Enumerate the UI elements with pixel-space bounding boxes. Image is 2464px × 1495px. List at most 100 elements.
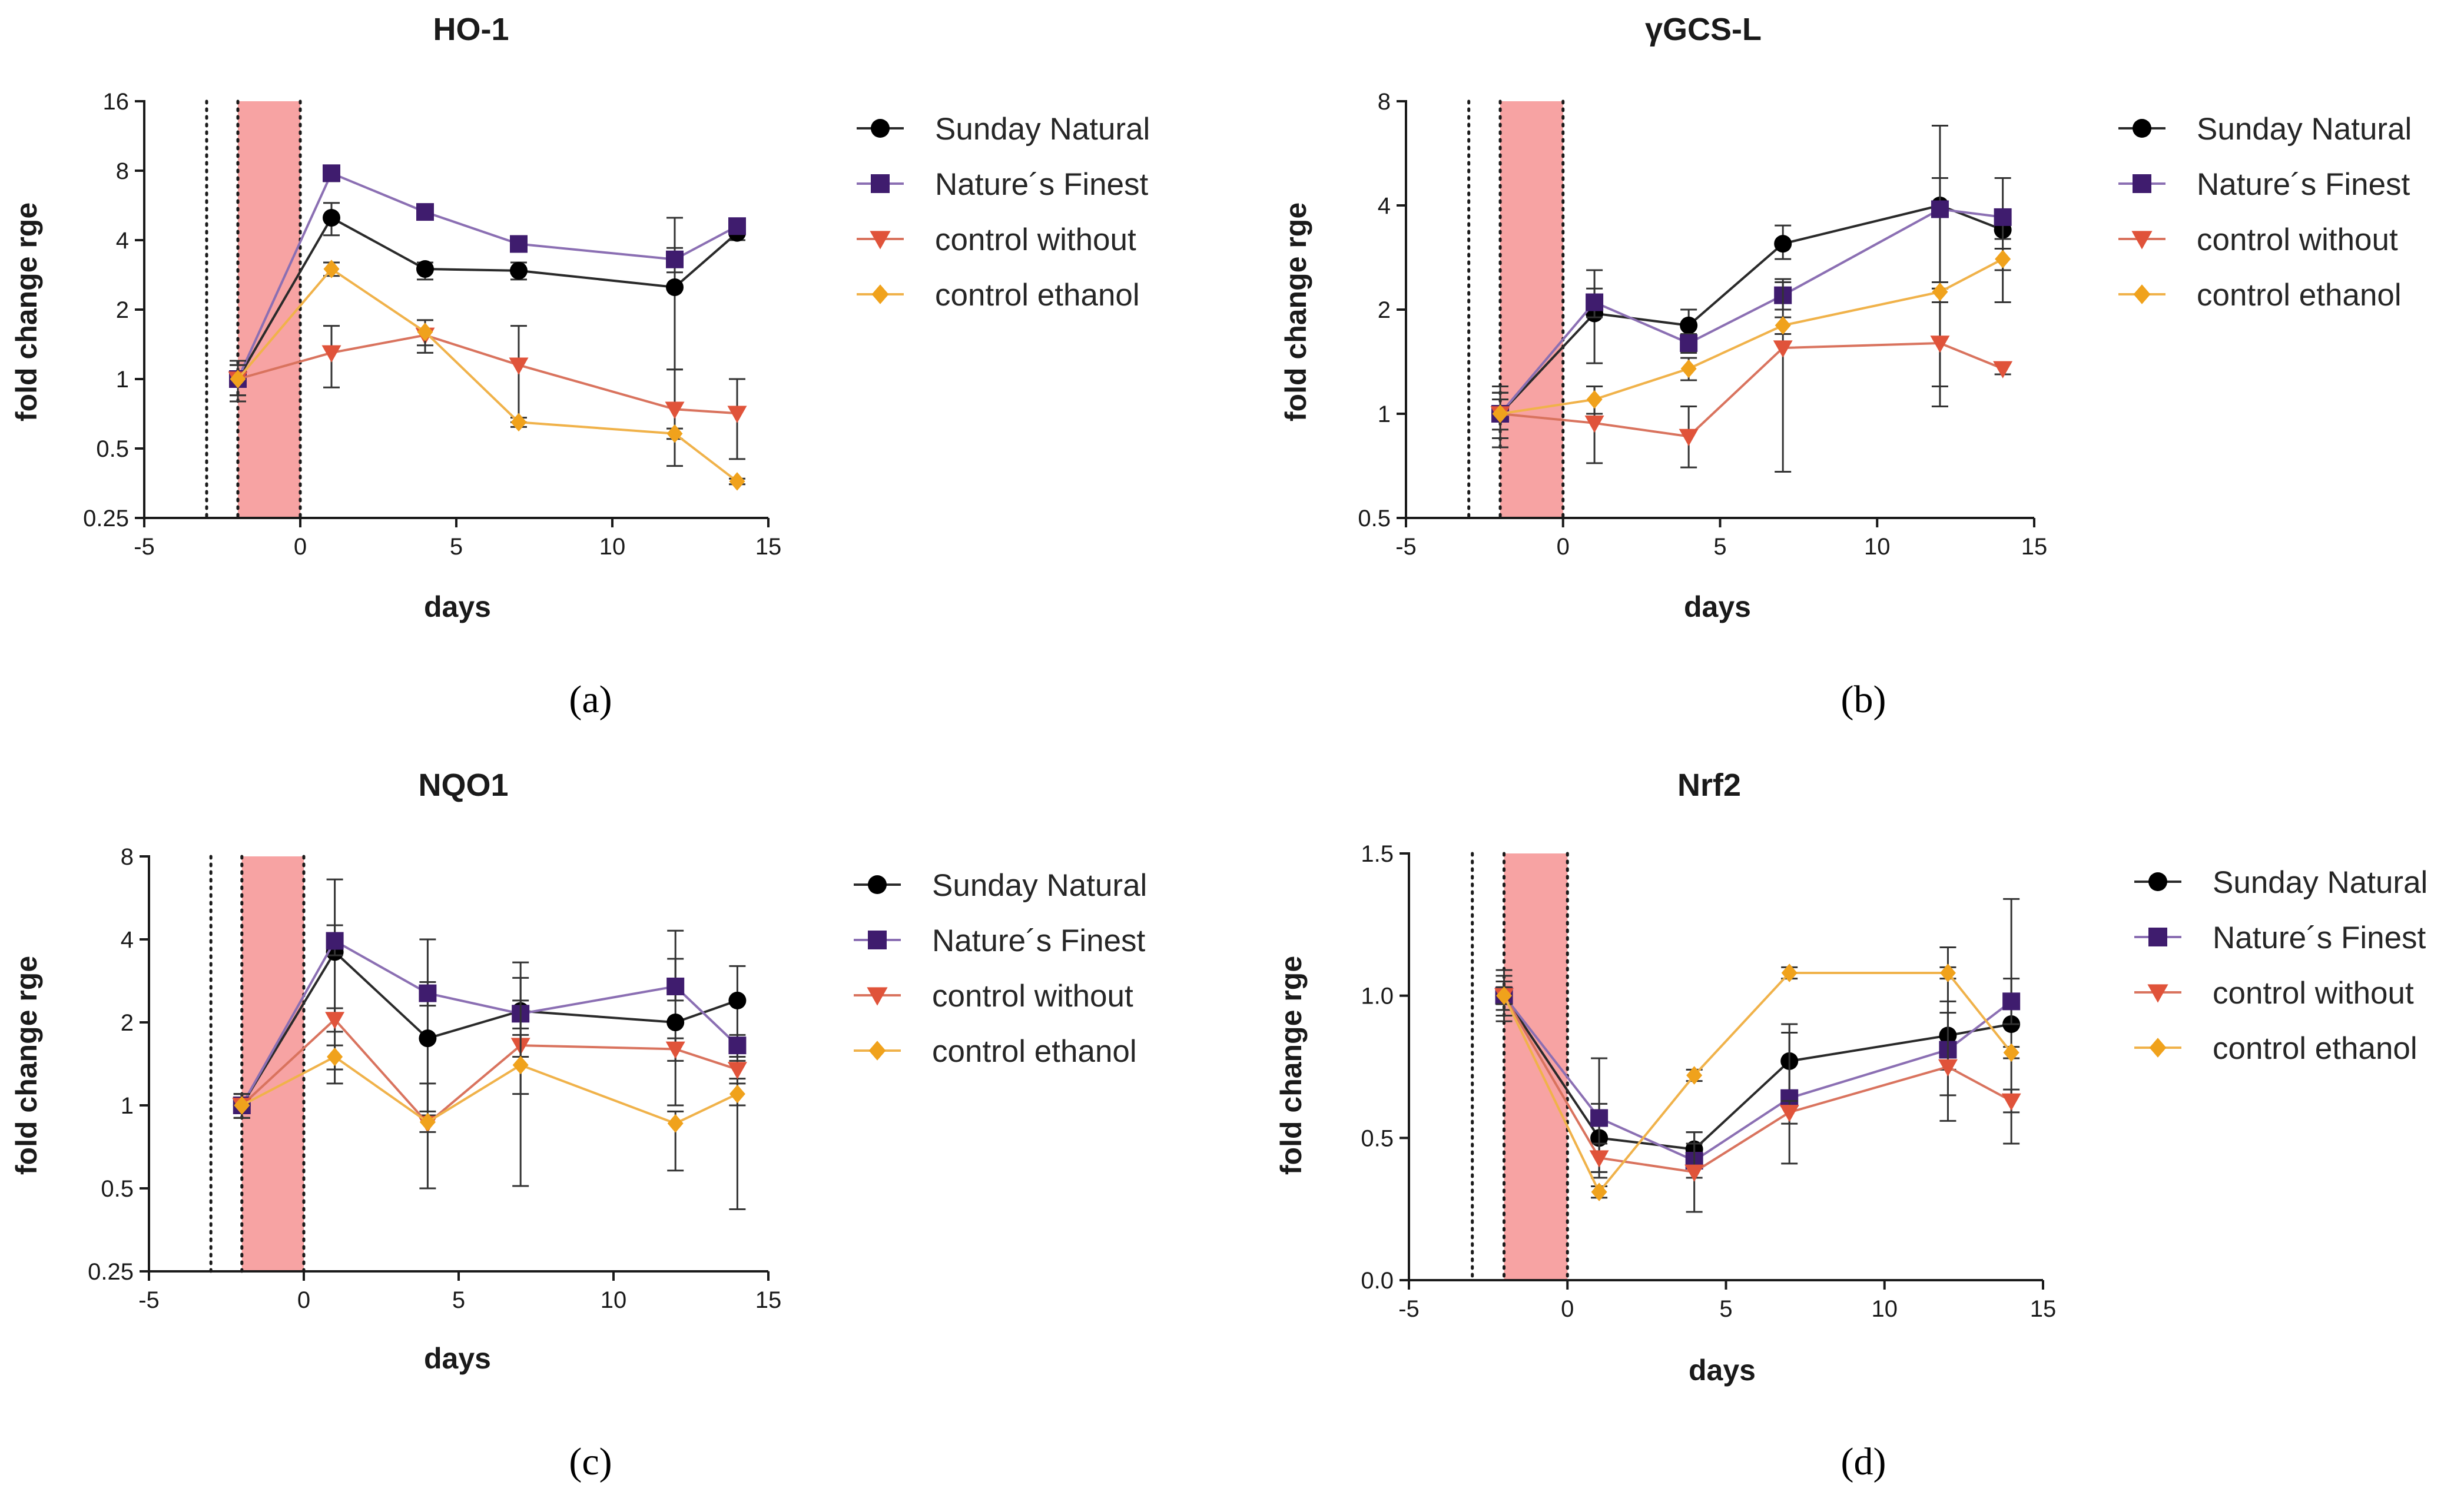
data-point	[1680, 316, 1698, 334]
x-axis-label: days	[424, 1342, 491, 1375]
legend-entry: control without	[2134, 976, 2414, 1011]
y-tick-label: 4	[116, 228, 129, 254]
series-line	[1503, 995, 2012, 1151]
data-point	[1779, 1105, 1799, 1122]
data-point	[666, 424, 683, 443]
panel-label: (d)	[1841, 1440, 1886, 1483]
x-tick-label: 0	[294, 534, 307, 560]
chart-title: HO-1	[433, 12, 509, 47]
y-tick-label: 1	[116, 367, 129, 393]
legend-label: control ethanol	[932, 1034, 1137, 1069]
legend-marker	[871, 174, 890, 193]
data-point	[1773, 340, 1793, 358]
x-tick-label: 10	[601, 1287, 627, 1313]
series-line	[1499, 208, 2003, 415]
data-point	[325, 1012, 345, 1029]
data-point	[1586, 390, 1603, 409]
series-line	[1500, 258, 2004, 415]
series-line	[241, 1055, 738, 1125]
legend-label: control without	[2213, 976, 2414, 1011]
data-point	[2002, 992, 2021, 1011]
chart-title: NQO1	[418, 768, 508, 803]
x-tick-label: 15	[755, 534, 782, 560]
series-line	[237, 334, 738, 415]
data-point	[417, 323, 433, 341]
x-axis-label: days	[1684, 590, 1751, 623]
series-line	[1499, 204, 2004, 415]
data-point	[728, 217, 746, 235]
x-tick-label: 0	[1561, 1296, 1574, 1322]
x-tick-label: 5	[452, 1287, 465, 1313]
legend-label: control ethanol	[2213, 1031, 2417, 1066]
data-point	[729, 1084, 745, 1104]
legend-entry: Sunday Natural	[857, 112, 1150, 147]
data-point	[2003, 1043, 2019, 1062]
legend-entry: control ethanol	[2134, 1031, 2417, 1066]
shaded-region	[241, 856, 304, 1271]
data-point	[665, 401, 685, 419]
data-point	[1774, 235, 1792, 253]
plot-area: -5 0 5 10 15 0.0 0.5 1.0 1.5	[1361, 841, 2056, 1322]
data-point	[1939, 964, 1956, 982]
data-point	[327, 1047, 343, 1067]
x-tick-label: -5	[134, 534, 155, 560]
legend-label: control ethanol	[2197, 278, 2402, 313]
data-point	[665, 1041, 685, 1059]
x-tick-label: 5	[1719, 1296, 1732, 1322]
panel-b-ygcsl-chart: γGCS-L -5 0 5 10 15 0.5 1 2 4 8 days fold change …	[1279, 12, 2412, 721]
data-point	[419, 1112, 436, 1132]
series	[1491, 177, 2012, 440]
data-point	[666, 977, 685, 995]
data-point	[419, 984, 437, 1002]
data-point	[1993, 361, 2013, 378]
x-axis-label: days	[1689, 1354, 1756, 1387]
y-tick-label: 4	[1378, 193, 1391, 219]
x-tick-label: -5	[1398, 1296, 1420, 1322]
y-tick-label: 4	[121, 927, 134, 953]
data-point	[1684, 1164, 1704, 1182]
legend-label: control ethanol	[935, 278, 1140, 313]
x-tick-label: 15	[755, 1287, 782, 1313]
series-line	[237, 216, 738, 380]
data-point	[729, 472, 745, 491]
plot-area: -5 0 5 10 15 0.5 1 2 4 8	[1358, 89, 2047, 560]
series-line	[241, 1018, 738, 1125]
legend-marker	[2147, 984, 2168, 1003]
series	[1490, 281, 2013, 473]
legend-entry: Nature´s Finest	[857, 167, 1149, 202]
legend-label: Nature´s Finest	[2197, 167, 2410, 202]
x-tick-label: 15	[2021, 534, 2048, 560]
y-tick-label: 0.5	[1361, 1125, 1394, 1151]
series-line	[237, 171, 738, 380]
data-point	[666, 250, 684, 268]
legend-entry: Nature´s Finest	[2118, 167, 2410, 202]
x-tick-label: 0	[1557, 534, 1570, 560]
legend-marker	[868, 1041, 886, 1061]
data-point	[1995, 250, 2011, 268]
data-point	[666, 1014, 685, 1031]
x-tick-label: 10	[599, 534, 626, 560]
data-point	[728, 1036, 747, 1055]
x-axis-label: days	[424, 590, 491, 623]
legend-entry: Nature´s Finest	[854, 923, 1146, 958]
legend-label: Sunday Natural	[935, 112, 1150, 147]
panel-d-nrf2-chart: Nrf2 -5 0 5 10 15 0.0 0.5 1.0 1.5 days fold chan…	[1275, 768, 2427, 1483]
legend-entry: control without	[854, 979, 1133, 1014]
y-tick-label: 2	[121, 1010, 134, 1036]
panel-c-nqo1-chart: NQO1 -5 0 5 10 15 0.25 0.5 1 2 4 8 days fold chang…	[10, 768, 1147, 1483]
data-point	[2001, 1093, 2021, 1111]
series	[233, 976, 746, 1190]
data-point	[1938, 1059, 1958, 1077]
y-tick-label: 1	[121, 1093, 134, 1119]
series	[1495, 964, 2020, 1201]
data-point	[419, 1029, 437, 1048]
legend-label: Nature´s Finest	[932, 923, 1146, 958]
plot-area: -5 0 5 10 15 0.25 0.5 1 2 4 8	[88, 844, 781, 1313]
x-tick-label: 0	[297, 1287, 310, 1313]
legend: Sunday Natural Nature´s Finest control wit…	[857, 112, 1150, 313]
panel-a-ho1-chart: HO-1 -5 0 5 10 15 0.25 0.5 1 2 4 8 16 days fold cha…	[10, 12, 1150, 721]
data-point	[667, 1114, 684, 1133]
data-point	[1492, 404, 1508, 423]
y-axis-label: fold change rge	[1275, 956, 1308, 1175]
legend-entry: control ethanol	[854, 1034, 1137, 1069]
